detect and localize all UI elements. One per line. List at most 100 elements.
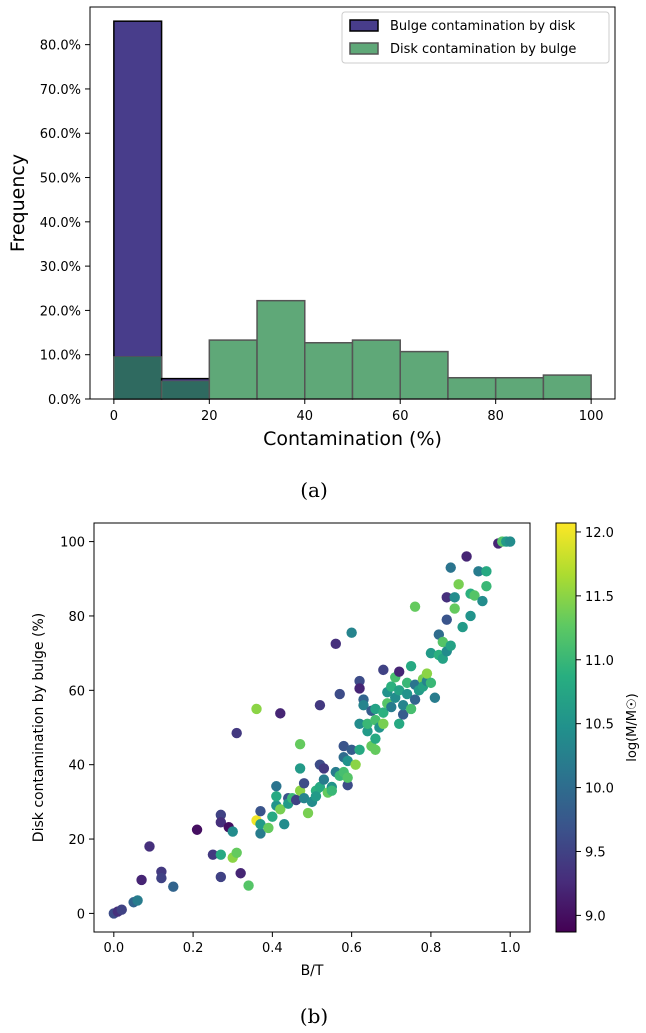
y-tick-label: 0.0% — [48, 393, 81, 408]
histogram-axes-frame — [89, 6, 616, 400]
scatter-point — [394, 685, 405, 696]
bar-disk — [542, 374, 592, 400]
scatter-point — [168, 881, 179, 892]
histogram-y-ticks: 0.0% 10.0% 20.0% 30.0% 40.0% 50.0% 60.0% 70.0% 8… — [40, 39, 90, 408]
histogram-y-label: Frequency — [7, 154, 29, 252]
scatter-point — [504, 536, 516, 547]
scatter-point — [457, 621, 468, 633]
scatter-point — [378, 707, 389, 718]
bar-disk — [494, 376, 545, 400]
scatter-point — [397, 709, 409, 720]
x-tick-label: 0.0 — [103, 941, 124, 956]
caption-b: (b) — [300, 1004, 328, 1028]
scatter-point — [362, 726, 373, 737]
scatter-point — [354, 744, 365, 756]
colorbar-tick-label: 9.0 — [585, 909, 606, 924]
scatter-point — [279, 818, 290, 830]
colorbar-tick-label: 10.5 — [585, 718, 614, 733]
scatter-point — [290, 794, 302, 806]
legend-box — [341, 11, 610, 64]
scatter-point — [330, 638, 341, 650]
scatter-point — [401, 677, 413, 689]
scatter-point — [215, 871, 227, 883]
scatter-point — [326, 785, 338, 796]
scatter-point — [346, 627, 357, 638]
scatter-point — [421, 668, 433, 679]
scatter-points — [108, 536, 516, 919]
histogram-bars — [113, 20, 592, 400]
y-tick-label: 60 — [68, 684, 85, 699]
scatter-point — [191, 824, 203, 835]
x-tick-label: 0 — [110, 409, 118, 424]
legend-label-disk: Disk contamination by bulge — [390, 42, 576, 57]
scatter-point — [429, 692, 441, 703]
scatter-point — [370, 703, 381, 715]
scatter-point — [445, 640, 456, 651]
scatter-axes-frame — [93, 522, 531, 933]
scatter-point — [441, 592, 452, 603]
scatter-point — [405, 703, 417, 715]
y-tick-label: 100 — [60, 536, 85, 551]
scatter-point — [338, 740, 349, 752]
colorbar-tick-label: 12.0 — [585, 526, 614, 541]
scatter-point — [445, 562, 456, 573]
scatter-point — [136, 874, 147, 886]
y-tick-label: 70.0% — [40, 83, 81, 98]
histogram-legend: Bulge contamination by disk Disk contami… — [341, 11, 610, 64]
scatter-y-ticks: 0 20 40 60 80 100 — [60, 536, 94, 922]
scatter-point — [294, 739, 306, 750]
scatter-point — [255, 818, 266, 830]
scatter-point — [294, 763, 306, 774]
scatter-point — [215, 817, 227, 828]
bar-overlap — [114, 356, 161, 399]
scatter-point — [263, 822, 274, 834]
bar-disk — [447, 376, 497, 400]
scatter-point — [378, 718, 389, 729]
scatter-point — [231, 727, 242, 739]
scatter-point — [473, 566, 484, 577]
scatter-point — [378, 664, 389, 676]
scatter-point — [302, 807, 314, 819]
legend-swatch-disk — [349, 42, 379, 55]
histogram-panel: 0 20 40 60 80 100 0.0% 10.0% 20.0% 30.0% 40.0% 50.… — [7, 6, 616, 502]
scatter-point — [453, 579, 464, 590]
scatter-point — [255, 805, 266, 817]
scatter-y-label: Disk contamination by bulge (%) — [31, 613, 47, 842]
scatter-point — [386, 701, 397, 713]
scatter-point — [362, 718, 373, 729]
colorbar-tick-label: 11.5 — [585, 590, 614, 605]
scatter-point — [469, 590, 480, 601]
x-tick-label: 100 — [579, 409, 604, 424]
scatter-point — [310, 791, 322, 802]
scatter-point — [116, 904, 127, 915]
x-tick-label: 0.4 — [262, 941, 283, 956]
bar-overlap — [162, 381, 209, 399]
scatter-point — [231, 847, 242, 859]
scatter-point — [318, 774, 330, 785]
x-tick-label: 0.6 — [341, 941, 362, 956]
y-tick-label: 50.0% — [40, 172, 81, 187]
colorbar — [555, 522, 577, 933]
y-tick-label: 60.0% — [40, 127, 81, 142]
scatter-point — [298, 778, 310, 789]
scatter-point — [477, 595, 488, 607]
caption-a: (a) — [300, 478, 328, 502]
scatter-point — [465, 610, 476, 622]
x-tick-label: 0.8 — [421, 941, 442, 956]
x-tick-label: 1.0 — [500, 941, 521, 956]
scatter-point — [235, 868, 246, 879]
bar-disk — [399, 350, 449, 400]
scatter-point — [370, 744, 381, 756]
colorbar-tick-label: 11.0 — [585, 654, 614, 669]
y-tick-label: 0 — [77, 907, 85, 922]
scatter-point — [405, 660, 417, 672]
scatter-point — [481, 581, 492, 592]
scatter-panel: 0.0 0.2 0.4 0.6 0.8 1.0 0 20 40 60 80 100 B/T Disk… — [31, 522, 640, 1028]
scatter-point — [251, 703, 262, 715]
scatter-point — [437, 636, 448, 648]
scatter-point — [314, 699, 326, 711]
scatter-point — [409, 601, 421, 612]
scatter-point — [346, 744, 357, 756]
scatter-point — [267, 811, 278, 822]
x-tick-label: 20 — [201, 409, 218, 424]
